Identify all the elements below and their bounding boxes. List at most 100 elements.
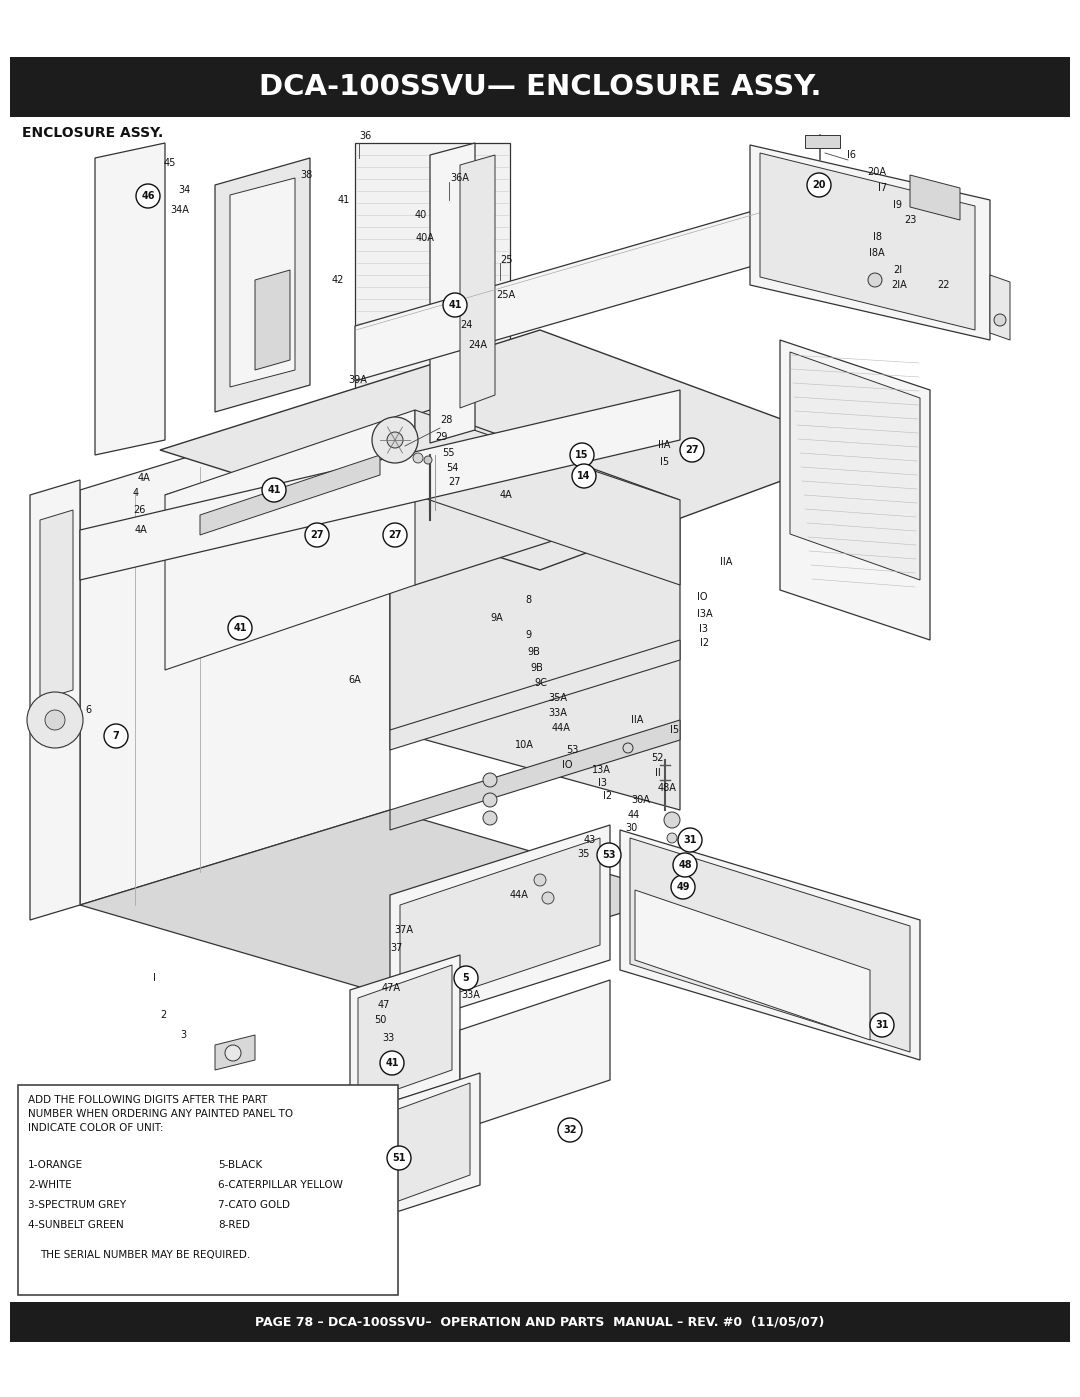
Text: 5-BLACK: 5-BLACK	[218, 1160, 262, 1171]
Polygon shape	[750, 145, 990, 339]
Circle shape	[443, 293, 467, 317]
Text: 55: 55	[442, 448, 455, 458]
Text: 37A: 37A	[394, 925, 413, 935]
Text: 8: 8	[525, 595, 531, 605]
Polygon shape	[95, 142, 165, 455]
Circle shape	[868, 272, 882, 286]
Polygon shape	[390, 640, 680, 750]
Text: 54: 54	[446, 462, 458, 474]
Text: 49: 49	[676, 882, 690, 893]
Text: 13A: 13A	[592, 766, 611, 775]
Polygon shape	[805, 136, 840, 148]
Text: 6: 6	[85, 705, 91, 715]
Polygon shape	[630, 838, 910, 1052]
Text: 5: 5	[462, 972, 470, 983]
Text: I6: I6	[847, 149, 856, 161]
Circle shape	[27, 692, 83, 747]
Text: 22: 22	[937, 279, 949, 291]
Polygon shape	[350, 1073, 480, 1227]
Circle shape	[870, 1013, 894, 1037]
Circle shape	[454, 965, 478, 990]
Polygon shape	[80, 390, 680, 580]
Circle shape	[228, 616, 252, 640]
Text: 27: 27	[310, 529, 324, 541]
Text: 27: 27	[448, 476, 460, 488]
Text: 15: 15	[576, 450, 589, 460]
Circle shape	[597, 842, 621, 868]
Text: 30A: 30A	[631, 795, 650, 805]
Polygon shape	[200, 455, 380, 535]
Polygon shape	[460, 155, 495, 408]
Text: 32: 32	[564, 1125, 577, 1134]
Text: 28: 28	[440, 415, 453, 425]
Text: 6A: 6A	[348, 675, 361, 685]
Text: 48A: 48A	[658, 782, 677, 793]
Text: 50: 50	[374, 1016, 387, 1025]
Bar	[10, 57, 1070, 117]
Circle shape	[413, 453, 423, 462]
Text: 47A: 47A	[382, 983, 401, 993]
Text: 52: 52	[651, 753, 663, 763]
Text: I8: I8	[873, 232, 882, 242]
Text: 35: 35	[577, 849, 590, 859]
Polygon shape	[415, 409, 680, 585]
Circle shape	[807, 173, 831, 197]
Circle shape	[673, 854, 697, 877]
Circle shape	[483, 773, 497, 787]
Circle shape	[45, 710, 65, 731]
Text: IIA: IIA	[631, 715, 644, 725]
Text: 47: 47	[378, 1000, 390, 1010]
Polygon shape	[165, 409, 415, 671]
Text: I7: I7	[878, 183, 887, 193]
Polygon shape	[635, 890, 870, 1039]
Text: 53: 53	[603, 849, 616, 861]
Text: 41: 41	[338, 196, 350, 205]
Text: 44A: 44A	[552, 724, 571, 733]
Text: 44: 44	[627, 810, 640, 820]
Text: I8A: I8A	[869, 249, 885, 258]
Text: 2I: 2I	[893, 265, 902, 275]
Text: 1-ORANGE: 1-ORANGE	[28, 1160, 83, 1171]
Bar	[18, 1085, 399, 1295]
Text: 7: 7	[112, 731, 120, 740]
Text: ENCLOSURE ASSY.: ENCLOSURE ASSY.	[22, 126, 163, 140]
Text: 26: 26	[133, 504, 146, 515]
Polygon shape	[357, 965, 453, 1104]
Text: 41: 41	[267, 485, 281, 495]
Text: 45: 45	[164, 158, 176, 168]
Text: 2IA: 2IA	[891, 279, 907, 291]
Text: 20A: 20A	[867, 168, 886, 177]
Circle shape	[572, 464, 596, 488]
Text: II: II	[654, 768, 661, 778]
Text: I2: I2	[700, 638, 710, 648]
Text: IO: IO	[697, 592, 707, 602]
Text: 36A: 36A	[450, 173, 469, 183]
Text: 9A: 9A	[490, 613, 503, 623]
Polygon shape	[620, 830, 920, 1060]
Text: I5: I5	[660, 457, 670, 467]
Text: 33A: 33A	[548, 708, 567, 718]
Text: 9B: 9B	[527, 647, 540, 657]
Polygon shape	[390, 719, 680, 830]
Text: 9B: 9B	[530, 664, 543, 673]
Circle shape	[680, 439, 704, 462]
Text: 9: 9	[525, 630, 531, 640]
Text: 6-CATERPILLAR YELLOW: 6-CATERPILLAR YELLOW	[218, 1180, 342, 1190]
Circle shape	[994, 314, 1005, 326]
Polygon shape	[910, 175, 960, 219]
Text: I5: I5	[670, 725, 679, 735]
Circle shape	[225, 1045, 241, 1060]
Text: 20: 20	[812, 180, 826, 190]
Circle shape	[483, 793, 497, 807]
Circle shape	[623, 743, 633, 753]
Text: 2-WHITE: 2-WHITE	[28, 1180, 71, 1190]
Text: 9C: 9C	[534, 678, 546, 687]
Text: 25A: 25A	[496, 291, 515, 300]
Circle shape	[383, 522, 407, 548]
Text: 39A: 39A	[348, 374, 367, 386]
Text: 41: 41	[448, 300, 462, 310]
Text: 42: 42	[332, 275, 345, 285]
Bar	[10, 1302, 1070, 1343]
Circle shape	[424, 455, 432, 464]
Text: 23: 23	[904, 215, 916, 225]
